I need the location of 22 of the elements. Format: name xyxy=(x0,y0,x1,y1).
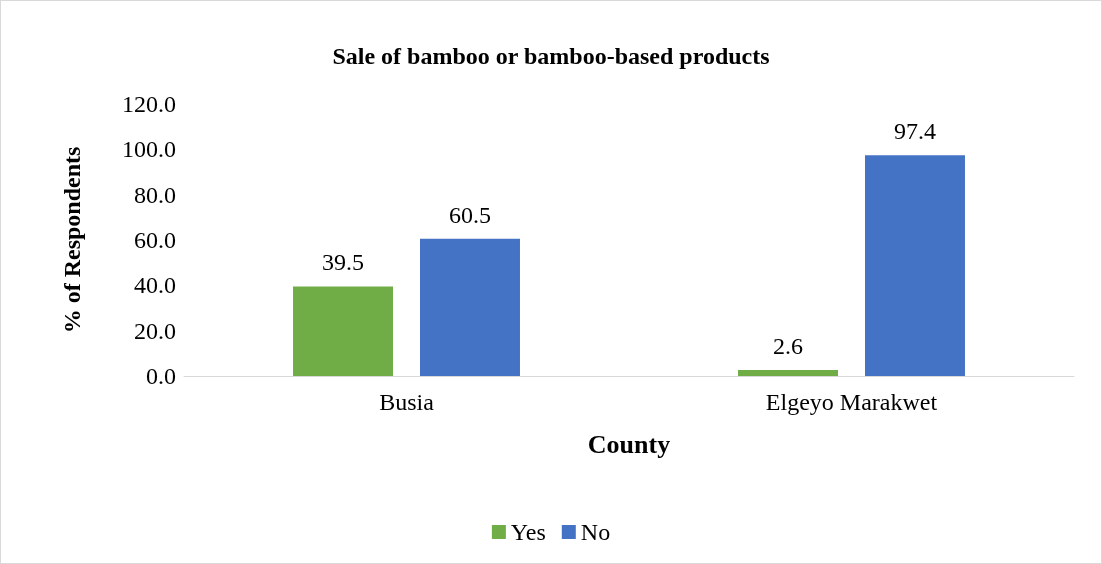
data-label: 39.5 xyxy=(322,249,365,276)
y-tick-label: 60.0 xyxy=(134,227,176,253)
legend-label: Yes xyxy=(510,519,546,545)
data-label: 2.6 xyxy=(773,333,804,360)
y-tick-label: 20.0 xyxy=(134,317,176,344)
data-label: 97.4 xyxy=(893,118,936,145)
y-tick-label: 0.0 xyxy=(146,363,176,389)
data-label: 60.5 xyxy=(448,201,491,228)
x-tick-label: Elgeyo Marakwet xyxy=(765,389,938,415)
y-tick-label: 100.0 xyxy=(122,136,176,163)
legend-label: No xyxy=(580,519,611,545)
x-axis-title: County xyxy=(587,429,671,459)
bar xyxy=(293,286,393,376)
bar xyxy=(738,370,838,376)
bar xyxy=(420,238,520,376)
y-tick-label: 120.0 xyxy=(122,91,176,117)
y-axis-title: % of Respondents xyxy=(59,146,85,334)
y-tick-label: 40.0 xyxy=(134,272,176,299)
chart-title: Sale of bamboo or bamboo-based products xyxy=(332,43,770,69)
bar xyxy=(865,155,965,376)
y-tick-label: 80.0 xyxy=(134,181,176,208)
x-tick-label: Busia xyxy=(379,389,435,415)
